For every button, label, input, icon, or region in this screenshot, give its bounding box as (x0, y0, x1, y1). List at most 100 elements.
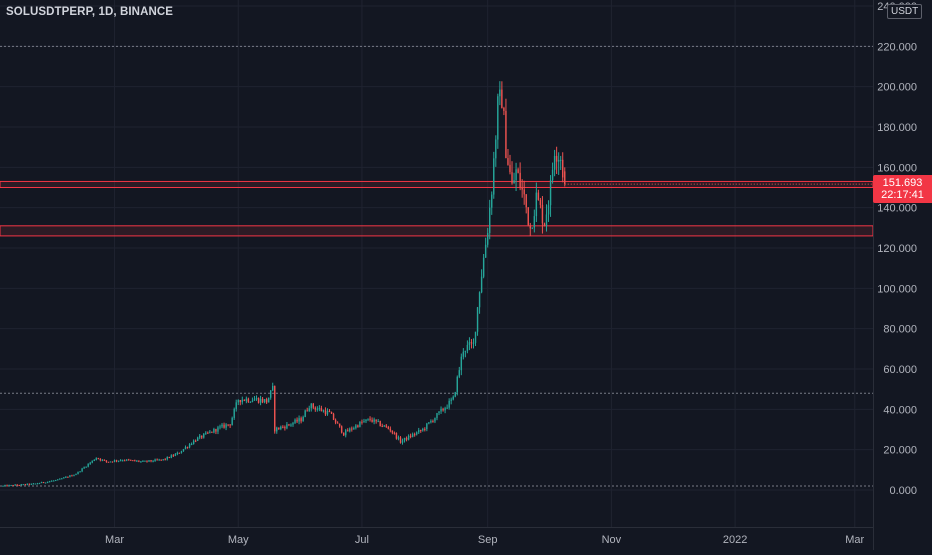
candle-body (227, 424, 229, 426)
candle-body (478, 292, 481, 308)
candle-body (87, 463, 89, 467)
candle-body (306, 410, 308, 412)
candle-body (199, 435, 201, 438)
candle-body (365, 419, 367, 422)
candle-body (10, 485, 12, 487)
candle-body (456, 376, 458, 393)
candle-body (420, 430, 422, 432)
candle-body (121, 460, 124, 462)
candle-body (26, 483, 29, 485)
current-price-label: 151.693 (882, 177, 923, 189)
candle-body (452, 396, 454, 400)
candle-body (61, 478, 63, 480)
candle-body (377, 421, 379, 423)
candle-body (342, 432, 345, 436)
candle-body (24, 484, 27, 486)
candle-body (136, 460, 138, 462)
candle-body (178, 452, 181, 454)
candle-body (160, 459, 162, 461)
candle-body (65, 476, 67, 478)
candle-body (55, 480, 57, 482)
candle-body (543, 223, 546, 227)
candle-body (150, 460, 152, 462)
candle-body (278, 427, 280, 430)
candle-body (363, 421, 365, 423)
candle-body (472, 342, 475, 344)
candle-body (418, 430, 420, 433)
price-zone-rectangle[interactable] (0, 225, 874, 237)
candle-body (249, 401, 252, 403)
candle-body (215, 428, 217, 432)
candle-body (229, 424, 231, 426)
candle-body (6, 485, 8, 487)
candle-body (326, 410, 329, 415)
candle-body (263, 399, 266, 403)
candle-body (405, 437, 408, 440)
price-axis-tick-label: 140.000 (877, 203, 917, 215)
candle-body (14, 484, 16, 486)
price-axis-tick-label: 200.000 (877, 82, 917, 94)
candle-body (387, 426, 390, 429)
candle-body (511, 172, 513, 184)
candle-body (272, 385, 274, 391)
symbol-title: SOLUSDTPERP, 1D, BINANCE (6, 6, 174, 18)
candle-body (269, 390, 272, 398)
candle-body (379, 421, 381, 427)
candle-body (557, 159, 560, 162)
candle-body (336, 422, 339, 424)
candle-body (245, 398, 248, 401)
candle-body (194, 440, 197, 442)
candle-body (422, 428, 424, 431)
candle-body (415, 432, 418, 435)
candle-body (316, 408, 319, 410)
candle-body (28, 483, 31, 485)
candle-body (444, 408, 446, 411)
candle-body (474, 331, 477, 343)
candle-body (48, 481, 51, 483)
time-axis-tick-label: Jul (355, 534, 369, 546)
candle-body (20, 484, 22, 486)
candle-body (219, 426, 221, 428)
candle-body (484, 244, 487, 258)
currency-badge[interactable]: USDT (887, 4, 923, 19)
candle-body (231, 417, 233, 426)
candle-body (265, 399, 268, 403)
price-axis-tick-label: 160.000 (877, 162, 917, 174)
candle-body (555, 155, 558, 162)
candle-body (140, 461, 142, 463)
candle-body (237, 400, 239, 403)
candle-body (130, 459, 132, 461)
candle-body (509, 164, 511, 173)
candle-body (22, 484, 24, 486)
candle-body (310, 403, 312, 409)
candle-body (142, 460, 144, 462)
candle-body (18, 485, 20, 487)
candle-body (217, 427, 219, 432)
candle-body (174, 454, 177, 456)
candle-body (4, 485, 6, 487)
candle-body (83, 467, 85, 469)
candle-body (176, 452, 179, 455)
candle-body (117, 460, 120, 462)
candle-body (525, 194, 527, 208)
candle-body (539, 199, 542, 205)
candle-body (458, 370, 461, 377)
candle-body (462, 351, 465, 357)
candle-body (251, 400, 254, 402)
current-price-tag: 151.693 22:17:41 (873, 175, 932, 203)
candle-body (300, 418, 302, 422)
candle-body (79, 471, 81, 473)
candle-body (253, 399, 256, 401)
candle-body (438, 411, 440, 414)
price-axis-tick-label: 40.000 (883, 404, 917, 416)
candle-body (292, 422, 294, 425)
candle-body (8, 485, 10, 487)
candle-body (111, 461, 114, 463)
candle-body (450, 399, 452, 401)
candle-body (170, 455, 173, 458)
candle-body (148, 460, 150, 462)
candle-body (480, 276, 483, 293)
